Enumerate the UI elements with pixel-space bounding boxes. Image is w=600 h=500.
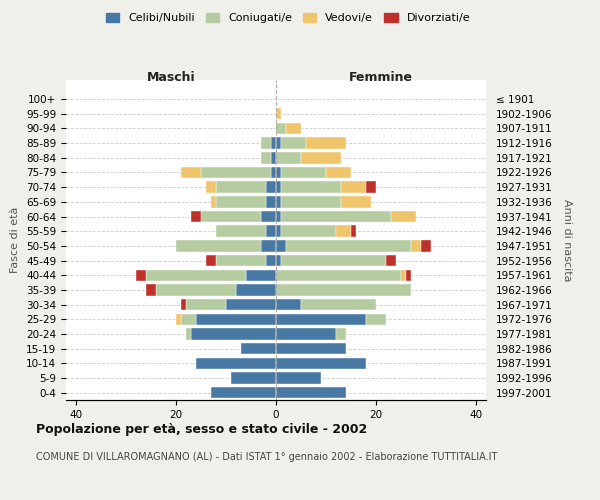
Bar <box>306 138 346 149</box>
Bar <box>281 211 391 222</box>
Bar <box>276 226 281 237</box>
Bar <box>281 255 386 266</box>
Bar <box>211 196 216 207</box>
Bar <box>341 182 366 193</box>
Bar <box>246 270 276 281</box>
Bar <box>196 358 276 369</box>
Bar <box>241 343 276 354</box>
Bar <box>286 240 411 252</box>
Bar <box>421 240 431 252</box>
Bar <box>366 314 386 325</box>
Bar <box>206 182 216 193</box>
Bar <box>276 314 366 325</box>
Bar <box>136 270 146 281</box>
Bar <box>261 240 276 252</box>
Bar <box>326 167 351 178</box>
Bar <box>181 167 201 178</box>
Bar <box>276 138 281 149</box>
Bar <box>271 138 276 149</box>
Bar <box>201 211 261 222</box>
Bar <box>276 240 286 252</box>
Bar <box>411 240 421 252</box>
Bar <box>176 240 261 252</box>
Bar <box>181 314 196 325</box>
Bar <box>266 182 276 193</box>
Bar <box>226 299 276 310</box>
Bar <box>286 122 301 134</box>
Bar <box>266 255 276 266</box>
Bar <box>276 270 401 281</box>
Bar <box>281 182 341 193</box>
Bar <box>301 299 376 310</box>
Legend: Celibi/Nubili, Coniugati/e, Vedovi/e, Divorziati/e: Celibi/Nubili, Coniugati/e, Vedovi/e, Di… <box>101 8 475 28</box>
Bar <box>276 328 336 340</box>
Bar <box>266 196 276 207</box>
Bar <box>276 255 281 266</box>
Y-axis label: Fasce di età: Fasce di età <box>10 207 20 273</box>
Bar <box>196 314 276 325</box>
Bar <box>156 284 236 296</box>
Bar <box>236 284 276 296</box>
Bar <box>266 226 276 237</box>
Bar <box>281 138 306 149</box>
Bar <box>341 196 371 207</box>
Bar <box>276 167 281 178</box>
Bar <box>206 255 216 266</box>
Bar <box>276 196 281 207</box>
Bar <box>386 255 396 266</box>
Bar <box>146 284 156 296</box>
Bar <box>276 182 281 193</box>
Bar <box>216 226 266 237</box>
Text: COMUNE DI VILLAROMAGNANO (AL) - Dati ISTAT 1° gennaio 2002 - Elaborazione TUTTIT: COMUNE DI VILLAROMAGNANO (AL) - Dati IST… <box>36 452 497 462</box>
Bar <box>281 226 336 237</box>
Bar <box>406 270 411 281</box>
Bar <box>276 152 301 164</box>
Bar <box>261 138 271 149</box>
Text: Maschi: Maschi <box>146 70 196 84</box>
Bar <box>351 226 356 237</box>
Bar <box>336 328 346 340</box>
Bar <box>366 182 376 193</box>
Bar <box>276 299 301 310</box>
Bar <box>216 196 266 207</box>
Bar <box>276 211 281 222</box>
Bar <box>276 284 411 296</box>
Bar <box>281 167 326 178</box>
Bar <box>281 196 341 207</box>
Bar <box>276 343 346 354</box>
Bar <box>271 152 276 164</box>
Bar <box>261 211 276 222</box>
Bar <box>186 299 226 310</box>
Bar <box>201 167 271 178</box>
Bar <box>276 358 366 369</box>
Bar <box>276 372 321 384</box>
Bar <box>276 387 346 398</box>
Text: Femmine: Femmine <box>349 70 413 84</box>
Bar <box>216 182 266 193</box>
Bar <box>391 211 416 222</box>
Bar <box>181 299 186 310</box>
Bar <box>191 328 276 340</box>
Bar <box>271 167 276 178</box>
Bar <box>401 270 406 281</box>
Bar <box>336 226 351 237</box>
Bar <box>301 152 341 164</box>
Bar <box>216 255 266 266</box>
Bar <box>231 372 276 384</box>
Y-axis label: Anni di nascita: Anni di nascita <box>562 198 572 281</box>
Bar <box>261 152 271 164</box>
Bar <box>146 270 246 281</box>
Bar <box>276 108 281 120</box>
Text: Popolazione per età, sesso e stato civile - 2002: Popolazione per età, sesso e stato civil… <box>36 422 367 436</box>
Bar <box>191 211 201 222</box>
Bar <box>276 122 286 134</box>
Bar <box>186 328 191 340</box>
Bar <box>211 387 276 398</box>
Bar <box>176 314 181 325</box>
